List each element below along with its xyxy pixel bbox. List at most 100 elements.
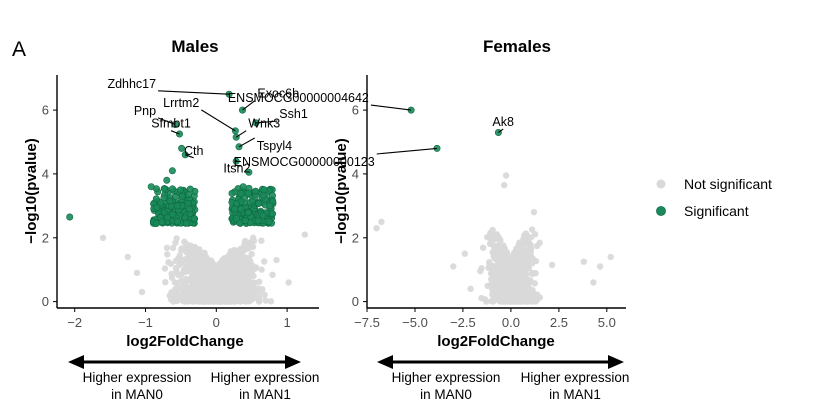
females-data-point [530,209,538,216]
females-x-tick-label: 2.5 [550,315,568,330]
males-cloud-point [160,194,168,202]
males-label-connector [235,130,247,138]
females-points [373,106,614,305]
males-x-tick-label: 0 [213,315,220,330]
males-cloud-point [163,244,171,252]
males-cloud-point [185,191,193,199]
females-cloud-point [526,277,533,284]
males-cloud-point [169,244,177,252]
males-cloud-point [261,291,268,298]
males-cloud-point [173,295,180,302]
males-data-point [158,218,166,226]
males-cloud-point [244,189,252,197]
males-gene-label: Ssh1 [279,107,308,121]
males-cloud-point [174,284,181,291]
males-cloud-point [183,277,191,284]
females-cloud-point [504,253,511,260]
females-gene-label: Ak8 [492,115,514,129]
females-x-tick-label: −5.0 [402,315,428,330]
males-data-point [285,279,292,286]
females-label-connector [370,104,412,111]
females-arrow-left-head [377,355,393,369]
males-cloud-point [262,297,269,304]
males-cloud-point [201,295,209,303]
females-data-point [501,181,508,189]
males-gene-label: Itsn2 [223,161,250,175]
legend-swatch-significant [656,206,666,216]
females-x-tick-label: 5.0 [598,315,616,330]
males-data-point [190,215,198,223]
males-direction-arrow [68,355,301,369]
females-data-point [450,263,457,270]
males-gene-label: Wnk3 [248,117,280,131]
males-cloud-point [254,217,262,225]
males-gene-label: Zdhhc17 [107,77,156,91]
males-title: Males [171,37,218,56]
males-cloud-point [165,259,172,266]
females-cloud-point [491,255,498,262]
males-cloud-point [190,293,197,300]
females-gene-label: ENSMOCG00000004642 [228,91,369,105]
females-right-note-line2: in MAN1 [549,387,601,402]
males-cloud-point [216,282,224,289]
males-cloud-point [169,210,177,218]
females-cloud-point [521,232,528,239]
males-arrow-right-head [285,355,301,369]
males-x-tick-label: −1 [138,315,153,330]
males-cloud-point [181,298,188,305]
females-data-point [596,263,604,270]
females-y-tick-label: 6 [352,103,359,118]
males-label-connector [255,120,278,124]
males-cloud-point [173,218,181,226]
males-cloud-point [267,298,275,305]
males-cloud-point [211,266,218,273]
females-y-tick-label: 2 [352,230,359,245]
females-left-note-line1: Higher expression [392,370,501,385]
males-cloud-point [235,280,242,287]
females-data-point [502,172,510,179]
males-cloud-point [161,265,169,272]
females-cloud-point [481,296,489,303]
males-cloud-point [169,185,177,193]
males-y-tick-label: 2 [42,230,49,245]
females-left-note-line2: in MAN0 [420,387,472,402]
males-cloud-point [232,214,240,222]
males-cloud-point [162,279,169,286]
males-label-connector [201,109,236,132]
males-cloud-point [268,210,276,218]
males-cloud-point [183,265,190,272]
males-cloud-point [221,255,228,262]
males-cloud-point [178,247,185,254]
females-x-tick-label: −7.5 [354,315,380,330]
males-right-note-line2: in MAN1 [239,387,291,402]
males-cloud-point [258,237,265,244]
males-gene-label: Exoc6b [257,86,299,100]
males-cloud-point [181,238,188,245]
males-cloud-point [231,270,238,277]
males-cloud-point [233,298,240,305]
males-y-tick-label: 6 [42,103,49,118]
males-cloud-point [259,191,267,199]
females-data-point [580,258,587,265]
males-data-point [163,176,171,184]
males-data-point [265,218,273,226]
males-cloud-point [230,279,238,286]
females-cloud-point [491,266,498,274]
females-x-tick-label: −2.5 [450,315,476,330]
females-cloud-point [479,244,487,251]
males-cloud-point [171,193,179,201]
males-label-connector [242,99,256,111]
males-cloud-point [242,265,249,272]
females-cloud-point [522,288,530,295]
females-cloud-point [505,282,513,290]
females-data-point [378,218,385,225]
females-cloud-point [492,235,500,243]
males-cloud-point [199,286,206,294]
males-cloud-point [200,276,207,284]
males-cloud-point [244,209,252,217]
males-right-note-line1: Higher expression [211,370,320,385]
males-cloud-point [235,247,242,254]
males-gene-labels: Zdhhc17 Exoc6b Ssh1 Pnp Lrrtm2 Sfmbt1 Wnk3 Cth T… [107,77,307,176]
females-cloud-point [528,289,535,296]
males-cloud-point [255,200,263,208]
